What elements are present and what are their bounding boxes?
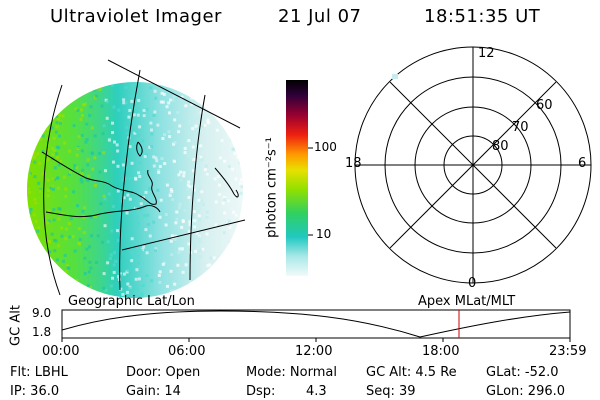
timeline-right-label: Apex MLat/MLT xyxy=(418,294,516,309)
timeline-frame xyxy=(61,309,571,339)
instrument-title: Ultraviolet Imager xyxy=(50,6,222,27)
polar-diagonal-2 xyxy=(389,81,557,249)
timeline-left-label: Geographic Lat/Lon xyxy=(68,294,195,309)
info-seq: Seq: 39 xyxy=(366,384,416,399)
info-dsp-label: Dsp: xyxy=(246,384,276,399)
mlt-label-6: 6 xyxy=(578,156,587,171)
info-glon: GLon: 296.0 xyxy=(486,384,566,399)
info-door: Door: Open xyxy=(126,365,201,380)
timeline-xtick-0600: 06:00 xyxy=(168,344,206,359)
info-gc-alt: GC Alt: 4.5 Re xyxy=(366,365,457,380)
coastline xyxy=(41,141,239,218)
timeline-xtick-0000: 00:00 xyxy=(42,344,80,359)
info-dsp-value: 4.3 xyxy=(306,384,327,399)
timeline-xtick-2359: 23:59 xyxy=(549,344,587,359)
timeline-xtick-1200: 12:00 xyxy=(295,344,333,359)
mlt-label-12: 12 xyxy=(478,46,495,61)
header: Ultraviolet Imager 21 Jul 07 18:51:35 UT xyxy=(0,6,600,30)
colorbar-gradient xyxy=(286,80,308,276)
info-ip: IP: 36.0 xyxy=(10,384,60,399)
info-flt: Flt: LBHL xyxy=(10,365,68,380)
timeline-ytick-9: 9.0 xyxy=(32,306,52,320)
colorbar-tick-100: 100 xyxy=(314,140,337,154)
timeline-ytick-1-8: 1.8 xyxy=(32,325,52,339)
lat-label-60: 60 xyxy=(536,98,553,113)
time-label: 18:51:35 UT xyxy=(424,6,541,27)
lat-label-70: 70 xyxy=(512,120,529,135)
lat-label-80: 80 xyxy=(492,139,509,154)
timeline-xtick-1800: 18:00 xyxy=(422,344,460,359)
mlt-label-0: 0 xyxy=(468,276,477,291)
date-label: 21 Jul 07 xyxy=(278,6,362,27)
altitude-curve xyxy=(61,310,571,338)
info-mode: Mode: Normal xyxy=(246,365,337,380)
info-gain: Gain: 14 xyxy=(126,384,181,399)
mlt-label-18: 18 xyxy=(345,156,362,171)
geo-grid xyxy=(43,59,246,296)
colorbar-tick-10: 10 xyxy=(316,227,332,241)
info-glat: GLat: -52.0 xyxy=(486,365,559,380)
